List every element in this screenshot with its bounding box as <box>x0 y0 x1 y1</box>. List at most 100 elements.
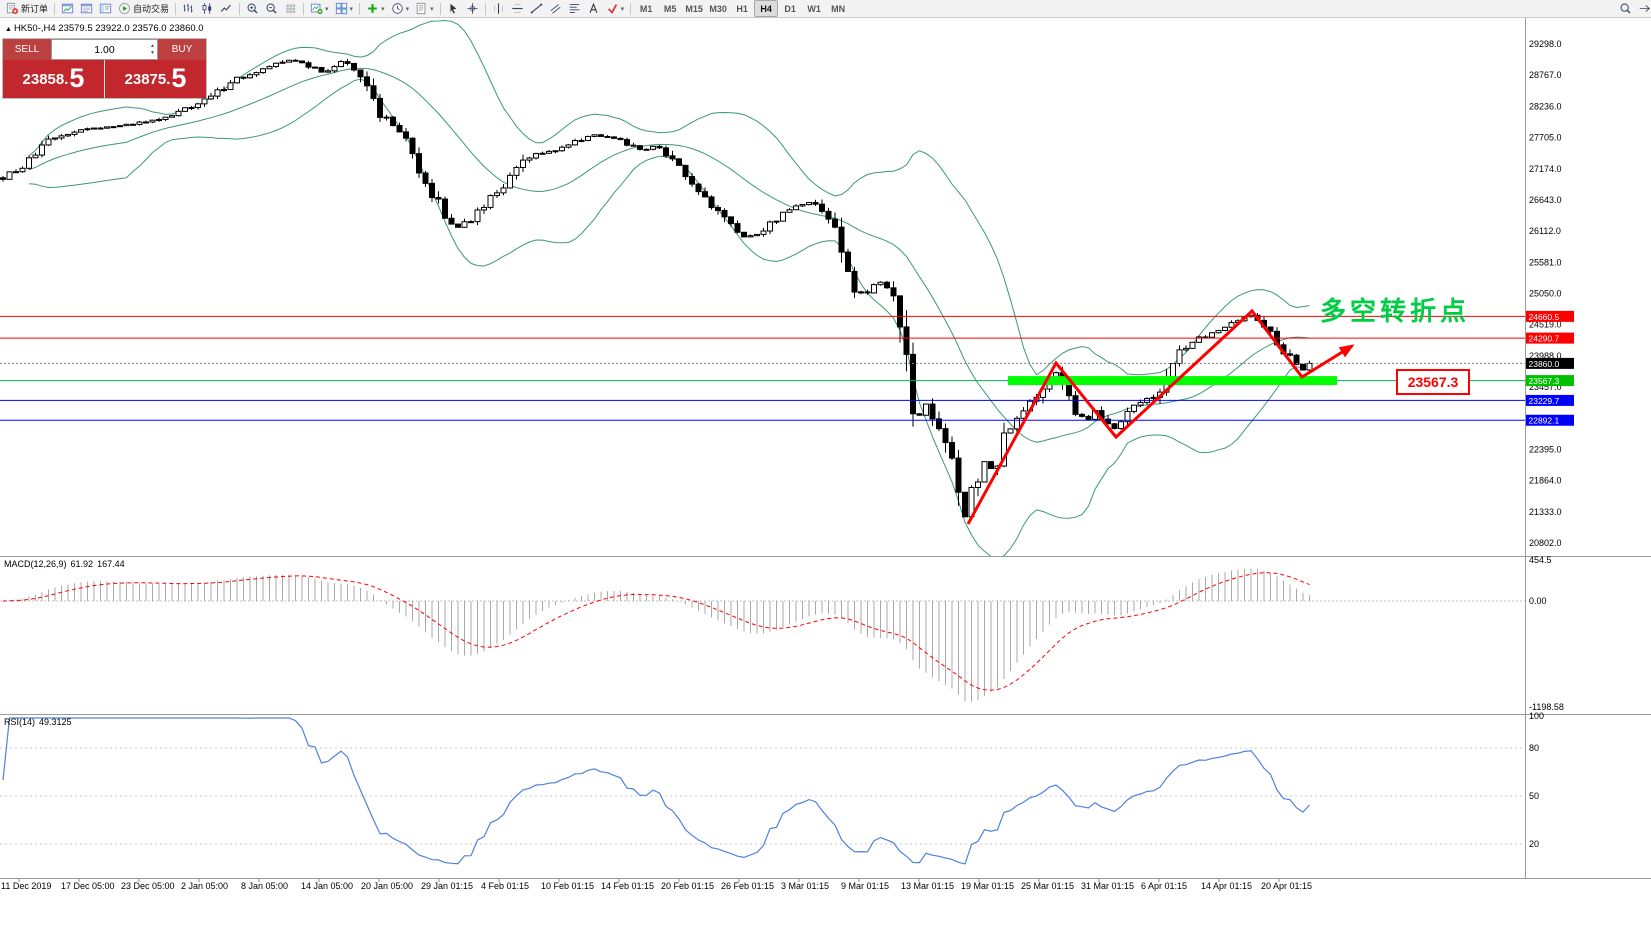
spinner-up-icon[interactable]: ▲ <box>150 43 155 49</box>
spinner-down-icon[interactable]: ▼ <box>150 49 155 56</box>
rsi-name: RSI(14) <box>4 717 36 727</box>
svg-text:26643.0: 26643.0 <box>1529 195 1562 205</box>
buy-price-big-digit: 5 <box>171 63 187 94</box>
grid-button[interactable] <box>281 0 300 17</box>
macd-signal-value: 167.44 <box>97 559 125 569</box>
chart-candlesticks-button[interactable] <box>198 0 217 17</box>
fibonacci-retracement-button[interactable] <box>565 0 584 17</box>
bars-icon <box>182 2 195 15</box>
sell-price-button[interactable]: 23858. 5 <box>3 60 105 98</box>
svg-text:11 Dec 2019: 11 Dec 2019 <box>1 881 51 891</box>
market-watch-button[interactable] <box>58 0 77 17</box>
chevron-down-icon: ▾ <box>325 5 329 13</box>
time-axis[interactable]: 11 Dec 2019 17 Dec 05:00 23 Dec 05:00 2 Jan… <box>1 879 1312 891</box>
svg-text:19 Mar 01:15: 19 Mar 01:15 <box>961 881 1014 891</box>
chevron-down-icon: ▾ <box>349 5 354 13</box>
toolbar-separator <box>630 2 632 15</box>
candles-icon <box>201 2 214 15</box>
indicators-icon <box>366 2 379 15</box>
macd-indicator-label: MACD(12,26,9) 61.92 167.44 <box>4 559 125 569</box>
timeframe-m5-button[interactable]: M5 <box>663 3 677 14</box>
svg-text:14 Apr 01:15: 14 Apr 01:15 <box>1201 881 1252 891</box>
timeframe-w1-button[interactable]: W1 <box>807 3 821 14</box>
timeframe-m30-button[interactable]: M30 <box>709 3 727 14</box>
horizontal-line-button[interactable] <box>508 0 527 17</box>
macd-main-value: 61.92 <box>70 559 94 569</box>
timeframe-h1-button[interactable]: H1 <box>736 3 748 14</box>
crosshair-button[interactable] <box>463 0 482 17</box>
search-button[interactable] <box>1616 0 1635 17</box>
support-price-callout[interactable]: 23567.3 <box>1396 369 1470 395</box>
svg-text:80: 80 <box>1529 743 1539 753</box>
zoom-out-button[interactable] <box>262 0 281 17</box>
svg-text:28767.0: 28767.0 <box>1529 70 1562 80</box>
price-axis[interactable]: 29298.0 28767.0 28236.0 27705.0 27174.0 26643… <box>1526 39 1574 849</box>
chart-bars-button[interactable] <box>179 0 198 17</box>
cursor-button[interactable] <box>444 0 463 17</box>
text-label-button[interactable] <box>584 0 603 17</box>
timeframe-mn-button[interactable]: MN <box>831 3 846 14</box>
buy-price-main: 23875. <box>124 70 171 88</box>
sell-price-main: 23858. <box>22 70 69 88</box>
turning-point-annotation[interactable]: 多空转折点 <box>1320 297 1471 327</box>
one-click-trading-panel: SELL 1.00 ▲ ▼ BUY 23858. 5 23875. 5 <box>3 39 206 98</box>
toolbar-separator <box>359 2 361 15</box>
arrow-objects-button[interactable]: ▾ <box>603 0 628 17</box>
macd-panel-plot[interactable] <box>0 568 1525 702</box>
price-level-tag <box>1526 394 1574 406</box>
rsi-panel-plot[interactable] <box>0 717 1525 865</box>
main-chart-area[interactable] <box>0 19 1525 560</box>
tile-icon <box>335 2 348 15</box>
svg-text:24519.0: 24519.0 <box>1529 320 1562 330</box>
svg-text:6 Apr 01:15: 6 Apr 01:15 <box>1141 881 1187 891</box>
toolbar-separator <box>54 2 56 15</box>
periods-button[interactable]: ▾ <box>388 0 413 17</box>
equidistant-channel-button[interactable] <box>546 0 565 17</box>
svg-text:20: 20 <box>1529 839 1539 849</box>
price-level-tag <box>1526 375 1574 387</box>
volume-input[interactable]: 1.00 ▲ ▼ <box>51 39 158 60</box>
trendline-button[interactable] <box>527 0 546 17</box>
tline-icon <box>530 2 543 15</box>
buy-price-button[interactable]: 23875. 5 <box>105 60 206 98</box>
new-order-button[interactable]: 新订单 <box>3 0 51 17</box>
chart-line-button[interactable] <box>217 0 236 17</box>
zoom-in-button[interactable] <box>243 0 262 17</box>
profiles-button[interactable]: ▾ <box>332 0 357 17</box>
new-chart-button[interactable]: ▾ <box>307 0 332 17</box>
horizontal-level-lines[interactable] <box>0 315 1525 421</box>
price-level-tag <box>1526 310 1574 322</box>
timeframe-m15-button[interactable]: M15 <box>685 3 703 14</box>
trend-arrows-drawing[interactable] <box>966 308 1355 525</box>
svg-text:3 Mar 01:15: 3 Mar 01:15 <box>781 881 829 891</box>
svg-text:10 Feb 01:15: 10 Feb 01:15 <box>541 881 594 891</box>
navigator-button[interactable] <box>96 0 115 17</box>
sell-button-label[interactable]: SELL <box>3 39 51 60</box>
auto-trading-button[interactable]: 自动交易 <box>115 0 172 17</box>
data-window-button[interactable] <box>77 0 96 17</box>
chevron-down-icon: ▾ <box>381 5 385 13</box>
support-zone-highlight[interactable] <box>1008 376 1337 386</box>
symbol-info: ▲ HK50-,H4 23579.5 23922.0 23576.0 23860.… <box>5 23 204 34</box>
symbol-ohlc-text: HK50-,H4 23579.5 23922.0 23576.0 23860.0 <box>13 23 204 34</box>
svg-text:14 Jan 05:00: 14 Jan 05:00 <box>301 881 353 891</box>
indicators-button[interactable]: ▾ <box>363 0 388 17</box>
buy-button-label[interactable]: BUY <box>158 39 206 60</box>
svg-text:454.5: 454.5 <box>1529 555 1552 565</box>
timeframe-h4-button[interactable]: H4 <box>754 0 779 17</box>
svg-text:23860.0: 23860.0 <box>1529 359 1560 369</box>
quick-navigation-button[interactable] <box>1635 0 1651 17</box>
svg-text:0.00: 0.00 <box>1529 596 1547 606</box>
timeframe-m1-button[interactable]: M1 <box>639 3 653 14</box>
svg-text:17 Dec 05:00: 17 Dec 05:00 <box>61 881 115 891</box>
vertical-line-button[interactable] <box>489 0 508 17</box>
vline-icon <box>492 2 505 15</box>
volume-spinner[interactable]: ▲ ▼ <box>150 40 155 59</box>
templates-button[interactable]: ▾ <box>412 0 437 17</box>
svg-text:20802.0: 20802.0 <box>1529 538 1562 548</box>
chevron-down-icon: ▾ <box>430 5 434 13</box>
timeframe-d1-button[interactable]: D1 <box>784 3 796 14</box>
rsi-line <box>2 717 1310 865</box>
sell-price-big-digit: 5 <box>69 63 85 94</box>
